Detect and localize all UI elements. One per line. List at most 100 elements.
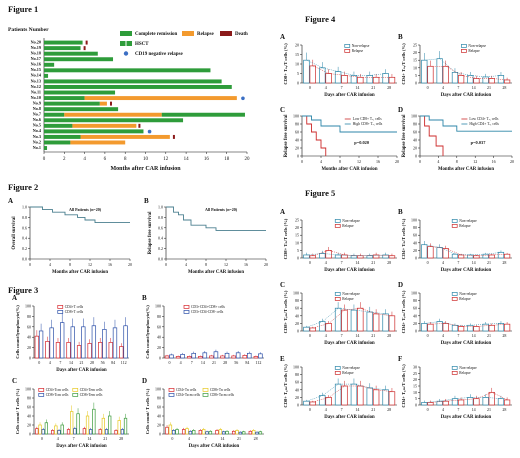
x-tick-label: 14 (355, 333, 359, 338)
x-tick-label: 28 (387, 407, 391, 412)
legend-label: Relapse (352, 49, 364, 53)
bar (427, 65, 434, 84)
x-tick-label: 21 (371, 407, 375, 412)
y-tick-label: 0 (297, 81, 299, 86)
bar (303, 400, 310, 406)
x-tick-label: 0 (165, 262, 167, 267)
bar (235, 430, 239, 435)
bar (309, 401, 316, 406)
patient-label: No.3 (33, 134, 41, 139)
bar (81, 326, 86, 359)
y-tick-label: 80 (157, 396, 161, 401)
x-tick-label: 12 (88, 262, 92, 267)
y-tick-label: 20 (295, 395, 299, 400)
y-tick-label: 0.4 (158, 236, 163, 241)
bar (38, 424, 42, 435)
bar (488, 254, 495, 259)
y-tick-label: 20 (27, 423, 31, 428)
bar (421, 244, 428, 259)
x-tick-label: 8 (124, 157, 127, 162)
y-axis-label: CD8+ Tₛₑ/T cells (%) (283, 43, 288, 85)
figure-2: Figure 2 A 0.0 0.2 0.4 0.6 0.8 1.0 0 4 8 12 16 20 Over… (8, 182, 268, 275)
bar (488, 324, 495, 332)
legend-label: Relapse (342, 224, 354, 228)
bar (366, 75, 373, 84)
bar (382, 313, 389, 332)
x-tick-label: 4 (57, 436, 59, 441)
x-tick-label: 0 (38, 360, 40, 365)
y-tick-label: 20 (295, 321, 299, 326)
patient-label: No.4 (33, 128, 42, 133)
bar (473, 398, 480, 406)
bar (350, 309, 358, 332)
y-tick-label: 0 (297, 154, 299, 159)
bar (253, 356, 259, 359)
relapse-bar (70, 140, 126, 145)
bar (427, 323, 434, 332)
legend-swatch (451, 371, 458, 375)
bar (436, 321, 443, 332)
bar (303, 254, 310, 259)
relapse-bar (80, 134, 170, 139)
patient-label: No.9 (33, 100, 41, 105)
patient-label: No.11 (31, 89, 41, 94)
legend-label: CD3+CD4-CD8- cells (191, 310, 224, 314)
x-tick-label: 21 (371, 85, 375, 90)
legend-swatch (183, 305, 190, 309)
patient-label: No.20 (31, 39, 41, 44)
x-axis-label: Days after CAR infusion (441, 341, 492, 346)
y-axis-label: Cells count/ T cells (%) (15, 388, 20, 434)
y-tick-label: 0 (415, 81, 417, 86)
legend-swatch (461, 49, 467, 53)
x-tick-label: 16 (244, 262, 248, 267)
y-tick-label: 0.0 (158, 257, 163, 262)
x-tick-label: 20 (395, 159, 399, 164)
bar (319, 321, 326, 332)
bar (357, 76, 364, 84)
x-tick-label: 16 (492, 159, 496, 164)
legend-label: CD8+Tem cells (80, 393, 103, 397)
bar (102, 329, 107, 359)
patient-label: No.6 (33, 117, 41, 122)
remission-bar (44, 112, 65, 117)
bar (388, 255, 396, 259)
bar (442, 65, 449, 84)
bar (255, 431, 259, 435)
x-tick-label: 112 (256, 360, 262, 365)
x-tick-label: 7 (73, 436, 75, 441)
x-tick-label: 56 (101, 360, 105, 365)
bar (382, 73, 389, 84)
y-tick-label: 10 (295, 240, 299, 245)
y-tick-label: 1.0 (22, 205, 27, 210)
trend-line (313, 307, 393, 329)
panel-letter: E (280, 355, 285, 363)
x-tick-label: 4 (325, 260, 327, 265)
panel-letter: B (398, 33, 403, 41)
trend-line (306, 253, 386, 256)
bar (54, 425, 58, 435)
bar (482, 323, 489, 332)
legend-swatch (202, 388, 209, 392)
legend-label: CD4+Tem cells (80, 388, 103, 392)
legend-label: Relapse (459, 297, 471, 301)
x-tick-label: 7 (457, 333, 459, 338)
panel-letter: A (12, 294, 17, 302)
y-tick-label: 40 (295, 313, 299, 318)
legend-swatch (57, 305, 64, 309)
x-tick-label: 12 (163, 157, 169, 162)
x-tick-label: 14 (220, 436, 224, 441)
y-tick-label: 0.0 (22, 257, 27, 262)
figure-1: Figure 1 Patients Number 0 2 4 6 8 10 12 14 16 18 20… (8, 4, 250, 172)
patients-label: Patients Number (8, 27, 49, 33)
panel-letter: C (12, 377, 17, 385)
bar (421, 59, 428, 84)
x-tick-label: 18 (224, 157, 230, 162)
bar (186, 356, 192, 359)
bar (73, 428, 77, 435)
x-tick-label: 7 (341, 260, 343, 265)
x-tick-label: 14 (355, 85, 359, 90)
y-tick-label: 80 (27, 396, 31, 401)
trend-line (424, 244, 502, 256)
x-tick-label: 12 (473, 159, 477, 164)
